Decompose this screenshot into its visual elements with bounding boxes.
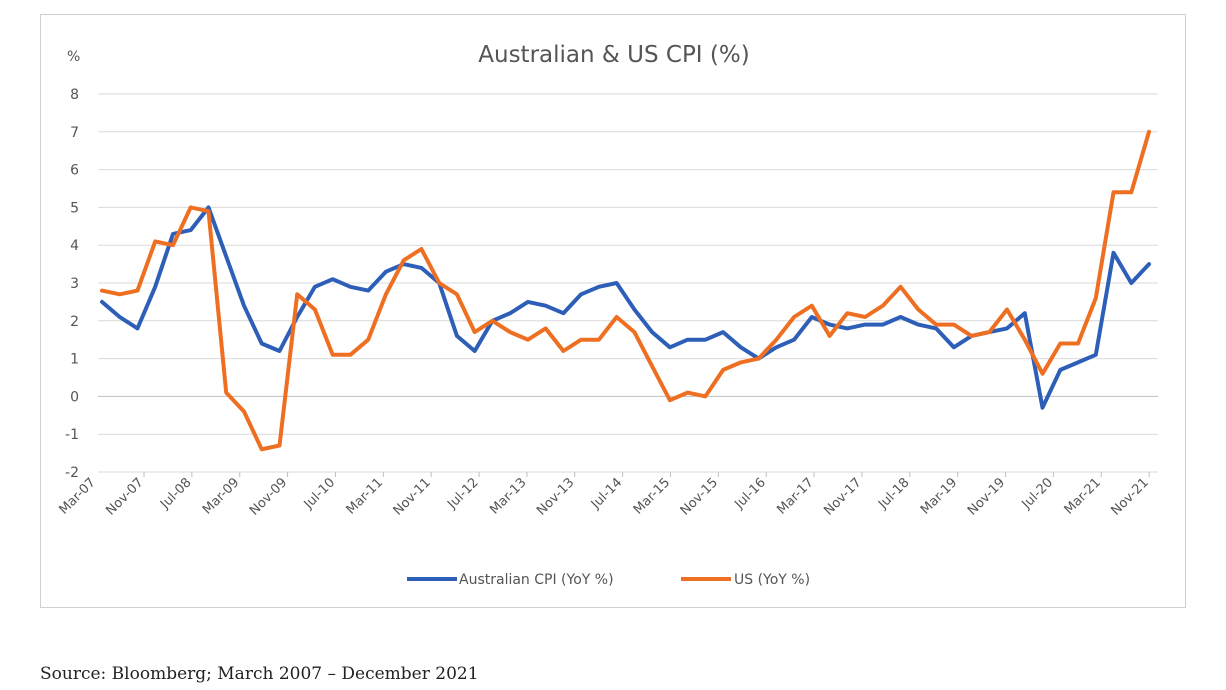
y-tick-label: 6 [70, 163, 79, 179]
y-tick-label: 4 [70, 238, 79, 254]
x-tick-label: Jul-18 [875, 475, 912, 512]
legend-label: Australian CPI (YoY %) [459, 572, 614, 588]
x-tick-label: Jul-12 [444, 475, 481, 512]
x-tick-label: Jul-14 [588, 475, 625, 512]
x-tick-label: Mar-19 [918, 475, 960, 517]
y-tick-label: 5 [70, 200, 79, 216]
x-tick-label: Nov-15 [678, 475, 721, 518]
series-line-australian-cpi [100, 205, 1151, 410]
y-axis-label: % [67, 49, 80, 65]
y-tick-label: 1 [70, 352, 79, 368]
y-tick-label: 0 [70, 389, 79, 405]
chart-title: Australian & US CPI (%) [478, 42, 749, 68]
x-tick-label: Mar-17 [774, 475, 816, 517]
x-tick-label: Mar-13 [487, 475, 529, 517]
y-tick-label: -2 [65, 465, 79, 481]
x-tick-label: Jul-10 [301, 475, 338, 512]
source-note: Source: Bloomberg; March 2007 – December… [40, 664, 479, 684]
x-tick-label: Nov-19 [965, 475, 1008, 518]
x-tick-label: Nov-09 [247, 475, 290, 518]
series-line-us-cpi [100, 129, 1151, 452]
x-tick-label: Nov-13 [534, 475, 577, 518]
y-tick-label: 2 [70, 314, 79, 330]
y-tick-label: 7 [70, 125, 79, 141]
x-tick-label: Mar-11 [344, 475, 386, 517]
x-tick-label: Jul-08 [157, 475, 194, 512]
x-tick-label: Mar-07 [56, 475, 98, 517]
x-tick-label: Nov-11 [391, 475, 434, 518]
x-tick-label: Mar-21 [1062, 475, 1104, 517]
y-tick-label: -1 [65, 427, 79, 443]
legend-label: US (YoY %) [734, 572, 810, 588]
cpi-line-chart: Australian & US CPI (%)% -2 -1 0 1 2 3 4 5 6 7 8 Mar… [56, 42, 1158, 588]
x-tick-label: Jul-16 [731, 475, 768, 512]
x-tick-label: Nov-07 [103, 475, 146, 518]
y-tick-label: 8 [70, 87, 79, 103]
y-tick-label: 3 [70, 276, 79, 292]
x-tick-label: Mar-15 [631, 475, 673, 517]
x-tick-label: Nov-17 [821, 475, 864, 518]
chart-frame: Australian & US CPI (%)% -2 -1 0 1 2 3 4 5 6 7 8 Mar… [40, 14, 1186, 608]
x-tick-label: Jul-20 [1019, 475, 1056, 512]
x-tick-label: Nov-21 [1109, 475, 1152, 518]
x-tick-label: Mar-09 [200, 475, 242, 517]
